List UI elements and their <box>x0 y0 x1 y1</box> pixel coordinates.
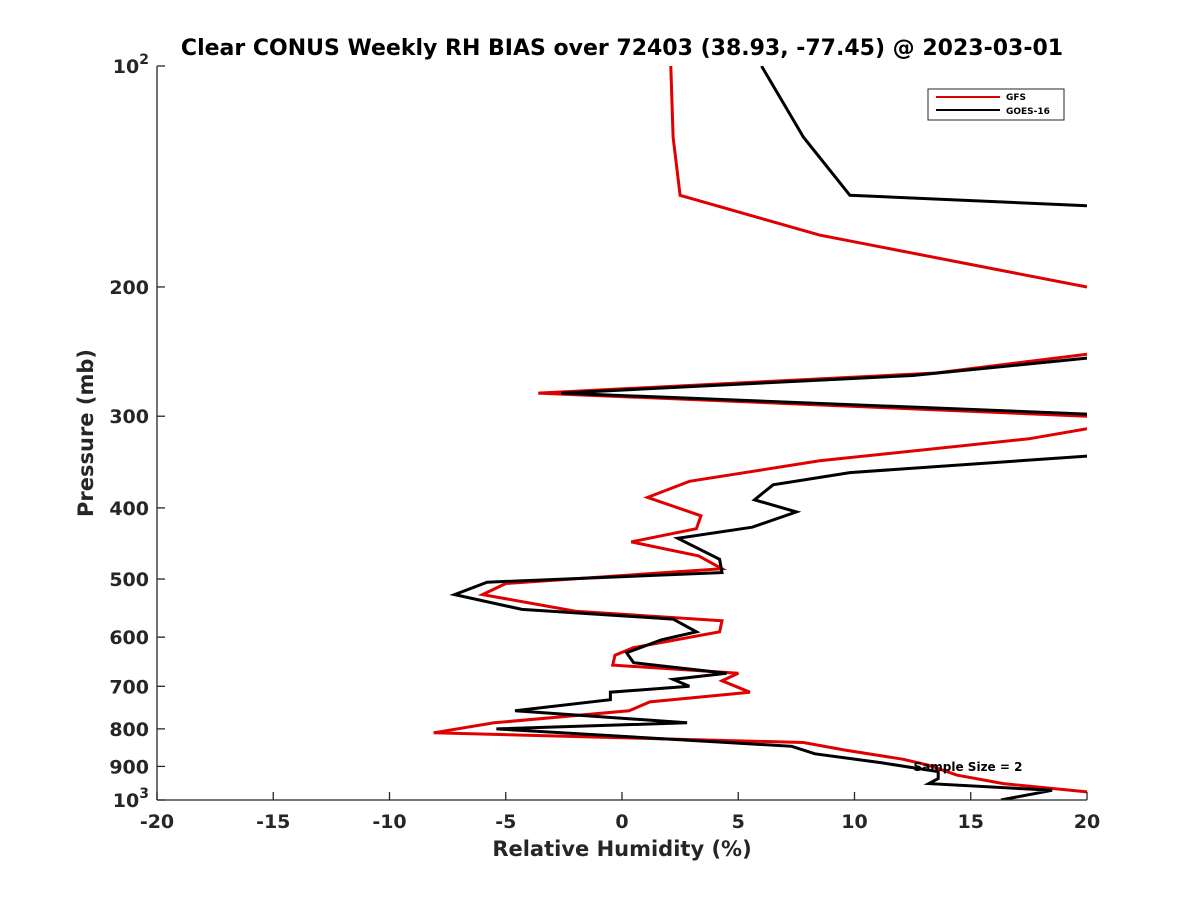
x-tick-label: 10 <box>841 811 867 833</box>
y-tick-label: 400 <box>109 498 149 520</box>
sample-size-annotation: Sample Size = 2 <box>914 760 1023 774</box>
series-group <box>433 66 1087 800</box>
x-tick-label: -15 <box>256 811 290 833</box>
series-line-gfs <box>433 66 1087 794</box>
y-tick-label: 900 <box>109 756 149 778</box>
legend-box <box>927 88 1065 121</box>
chart-title: Clear CONUS Weekly RH BIAS over 72403 (3… <box>181 36 1063 61</box>
y-tick-label: 600 <box>109 627 149 649</box>
y-tick-label: 102 <box>113 52 149 78</box>
y-tick-label: 103 <box>113 786 149 812</box>
y-tick-label: 200 <box>109 277 149 299</box>
x-axis-label: Relative Humidity (%) <box>492 837 751 861</box>
x-tick-label: 20 <box>1074 811 1100 833</box>
x-tick-label: -10 <box>372 811 406 833</box>
y-tick-label: 500 <box>109 569 149 591</box>
legend-label-gfs: GFS <box>1006 93 1026 103</box>
x-tick-label: -5 <box>495 811 516 833</box>
x-ticks: -20 -15 -10 -5 0 5 10 15 20 <box>140 792 1100 833</box>
y-tick-label: 300 <box>109 406 149 428</box>
x-tick-label: 5 <box>732 811 745 833</box>
x-tick-label: 0 <box>615 811 628 833</box>
legend-label-goes16: GOES-16 <box>1006 107 1050 117</box>
y-axis-label: Pressure (mb) <box>74 349 98 517</box>
legend: GFS GOES-16 <box>927 88 1065 121</box>
y-tick-label: 800 <box>109 719 149 741</box>
series-line-goes16 <box>449 66 1087 800</box>
y-tick-label: 700 <box>109 676 149 698</box>
y-ticks: 102 200 300 400 500 600 700 800 900 103 <box>109 52 165 812</box>
x-tick-label: 15 <box>958 811 984 833</box>
x-tick-label: -20 <box>140 811 174 833</box>
